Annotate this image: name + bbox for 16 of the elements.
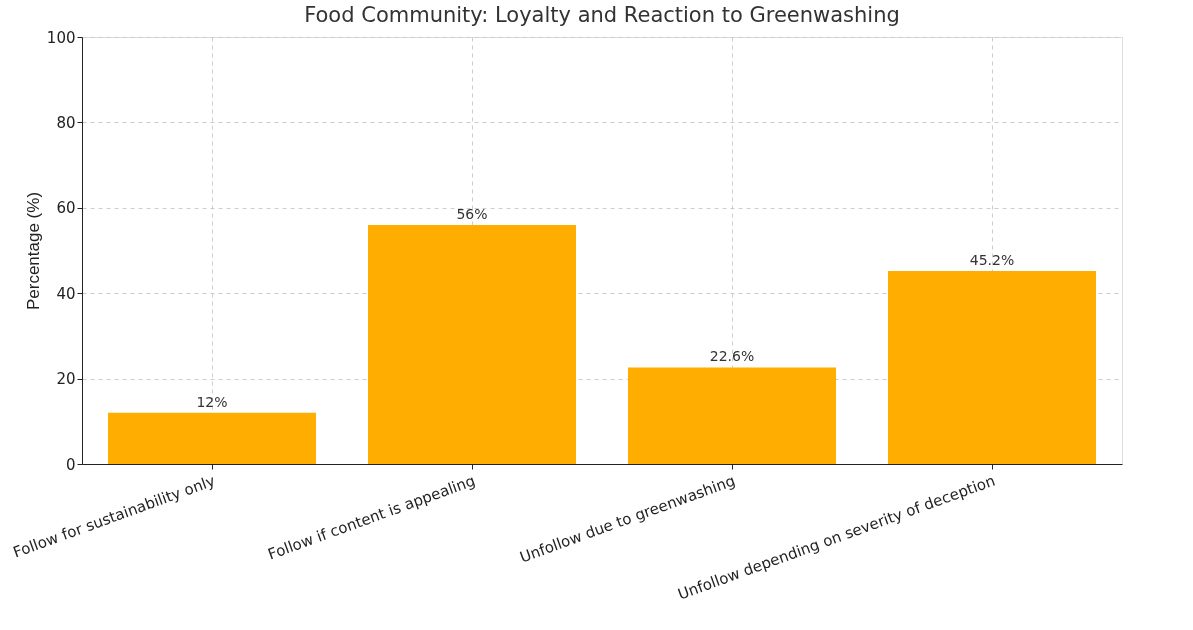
data-label: 12% [196,393,228,410]
data-label: 56% [456,205,488,222]
bar [628,367,836,464]
bar [108,412,316,464]
bar [888,271,1096,464]
y-tick-label: 40 [56,284,76,303]
y-axis-title: Percentage (%) [23,191,43,311]
chart-title: Food Community: Loyalty and Reaction to Greenwashing [304,3,900,27]
y-tick-label: 0 [65,455,76,474]
y-tick-label: 100 [46,28,76,47]
y-tick-label: 20 [56,370,76,389]
y-tick-label: 60 [56,199,76,218]
bar [368,224,576,464]
data-label: 45.2% [969,252,1015,268]
data-label: 22.6% [709,348,755,365]
y-tick-label: 80 [56,113,76,132]
